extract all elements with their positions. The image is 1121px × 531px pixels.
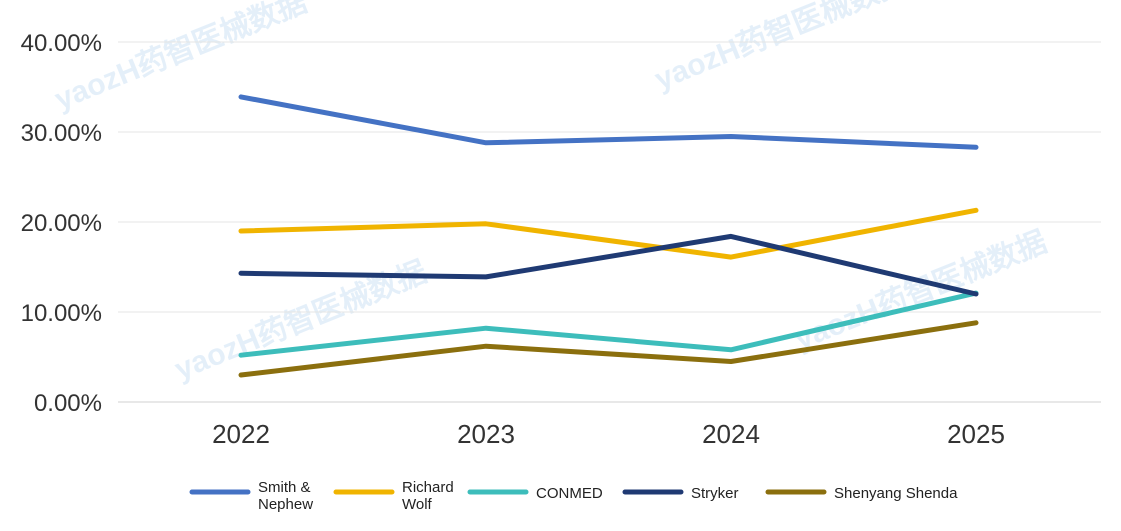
legend-label: Richard bbox=[402, 479, 454, 496]
series-line-smith-nephew bbox=[238, 94, 979, 150]
legend-label: Wolf bbox=[402, 496, 433, 513]
y-tick-label: 0.00% bbox=[34, 390, 102, 417]
legend-item: CONMED bbox=[467, 485, 603, 502]
y-tick-label: 10.00% bbox=[21, 300, 102, 327]
series-line-conmed bbox=[238, 290, 979, 358]
x-tick-label: 2023 bbox=[457, 419, 515, 449]
legend-label: CONMED bbox=[536, 485, 603, 502]
series-line-shenyang-shenda bbox=[238, 320, 979, 378]
y-axis-ticks: 0.00% 10.00% 20.00% 30.00% 40.00% bbox=[21, 30, 102, 417]
x-tick-label: 2022 bbox=[212, 419, 270, 449]
gridlines bbox=[118, 41, 1101, 403]
legend-label: Stryker bbox=[691, 485, 739, 502]
legend-item: Stryker bbox=[622, 485, 739, 502]
y-tick-label: 40.00% bbox=[21, 30, 102, 57]
series-line-richard-wolf bbox=[238, 207, 979, 260]
x-tick-label: 2025 bbox=[947, 419, 1005, 449]
y-tick-label: 20.00% bbox=[21, 210, 102, 237]
legend-label: Shenyang Shenda bbox=[834, 485, 958, 502]
y-tick-label: 30.00% bbox=[21, 120, 102, 147]
legend-item: Shenyang Shenda bbox=[765, 485, 958, 502]
x-axis-ticks: 2022 2023 2024 2025 bbox=[212, 419, 1005, 449]
series-line-stryker bbox=[238, 233, 979, 297]
x-tick-label: 2024 bbox=[702, 419, 760, 449]
watermark-text: yaozH药智医械数据 bbox=[790, 225, 1051, 356]
watermark-text: yaozH药智医械数据 bbox=[50, 0, 311, 116]
series-lines bbox=[238, 94, 979, 378]
watermark-text: yaozH药智医械数据 bbox=[650, 0, 911, 96]
legend-item: Smith &Nephew bbox=[189, 479, 313, 513]
legend-label: Smith & bbox=[258, 479, 311, 496]
legend-label: Nephew bbox=[258, 496, 313, 513]
